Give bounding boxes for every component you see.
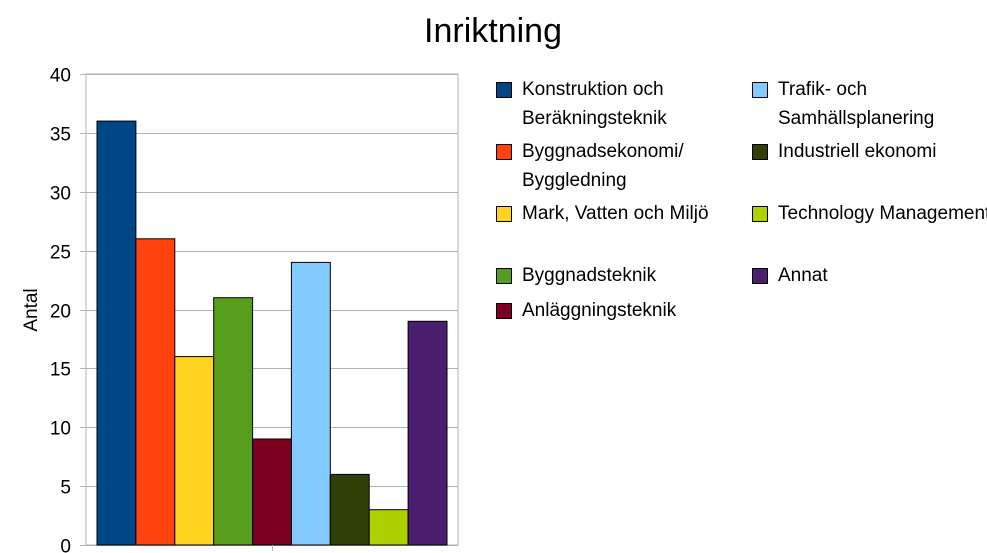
legend-label: Byggnadsteknik <box>522 265 657 286</box>
bar-5 <box>252 438 293 546</box>
legend-label: Byggnadsekonomi/ Byggledning <box>522 141 684 191</box>
y-axis-label: Antal <box>21 288 42 331</box>
legend-label: Annat <box>778 265 828 286</box>
legend: Konstruktion och Beräkningsteknik Byggnad… <box>496 78 987 348</box>
y-tick-label: 15 <box>50 360 71 381</box>
y-tick-label: 20 <box>50 302 71 323</box>
y-tick-label: 5 <box>60 478 71 499</box>
legend-swatch <box>496 303 512 319</box>
bar-7 <box>329 473 370 546</box>
bar-6 <box>290 261 331 546</box>
legend-item: Technology Management <box>752 202 987 228</box>
y-tick-label: 35 <box>50 125 71 146</box>
bar-2 <box>135 238 176 546</box>
bar-3 <box>174 356 215 546</box>
legend-label: Anläggningsteknik <box>522 300 677 321</box>
legend-swatch <box>752 144 768 160</box>
legend-swatch <box>496 82 512 98</box>
legend-item: Trafik- och Samhällsplanering <box>752 78 987 133</box>
legend-label: Industriell ekonomi <box>778 141 937 162</box>
legend-label: Konstruktion och Beräkningsteknik <box>522 79 667 129</box>
legend-item: Anläggningsteknik <box>496 299 742 325</box>
bar-9 <box>407 320 448 546</box>
y-tick-label: 25 <box>50 243 71 264</box>
legend-swatch <box>752 82 768 98</box>
bar-1 <box>96 120 137 546</box>
bar-8 <box>368 509 409 546</box>
legend-label: Mark, Vatten och Miljö <box>522 203 709 224</box>
legend-item: Konstruktion och Beräkningsteknik <box>496 78 742 133</box>
chart-title: Inriktning <box>424 12 562 50</box>
legend-swatch <box>496 268 512 284</box>
legend-item: Byggnadsekonomi/ Byggledning <box>496 140 742 195</box>
legend-swatch <box>752 268 768 284</box>
y-tick-label: 30 <box>50 184 71 205</box>
legend-swatch <box>496 144 512 160</box>
legend-label: Trafik- och Samhällsplanering <box>778 79 935 129</box>
axes: 0 5 10 15 20 25 30 35 40 <box>50 66 273 553</box>
y-tick-label: 40 <box>50 66 71 87</box>
legend-item: Industriell ekonomi <box>752 140 987 166</box>
bar-4 <box>213 297 254 546</box>
legend-item: Byggnadsteknik <box>496 264 742 290</box>
y-tick-label: 0 <box>60 537 71 553</box>
bars <box>96 120 448 546</box>
legend-swatch <box>752 206 768 222</box>
legend-item: Annat <box>752 264 987 290</box>
y-tick-label: 10 <box>50 419 71 440</box>
legend-swatch <box>496 206 512 222</box>
legend-label: Technology Management <box>778 203 987 224</box>
legend-item: Mark, Vatten och Miljö <box>496 202 742 228</box>
